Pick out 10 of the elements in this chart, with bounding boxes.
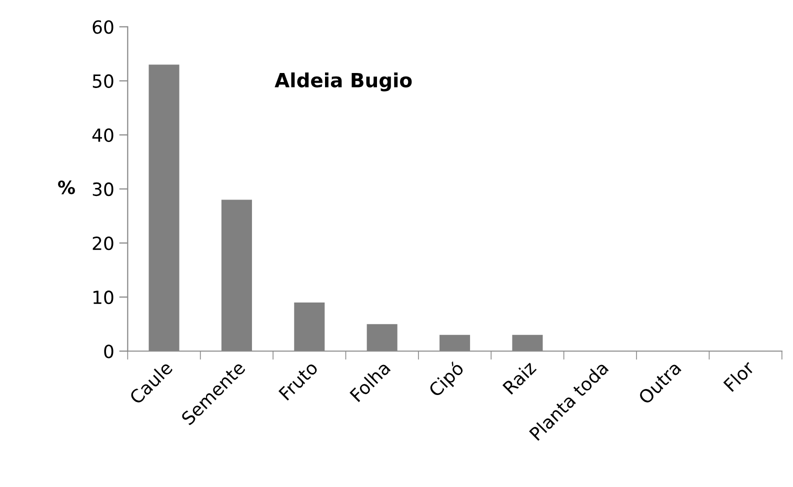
y-tick-label: 0 <box>104 344 114 358</box>
y-tick-label: 30 <box>92 182 114 196</box>
y-tick-label: 40 <box>92 128 114 142</box>
y-tick-label: 60 <box>92 20 114 34</box>
y-tick-label: 50 <box>92 74 114 88</box>
y-tick-label: 20 <box>92 236 114 250</box>
y-tick-label: 10 <box>93 290 114 304</box>
text: Aldeia Bugio <box>274 72 412 92</box>
x-tick-label: Flor <box>722 359 756 392</box>
y-axis-title: % <box>58 180 75 194</box>
